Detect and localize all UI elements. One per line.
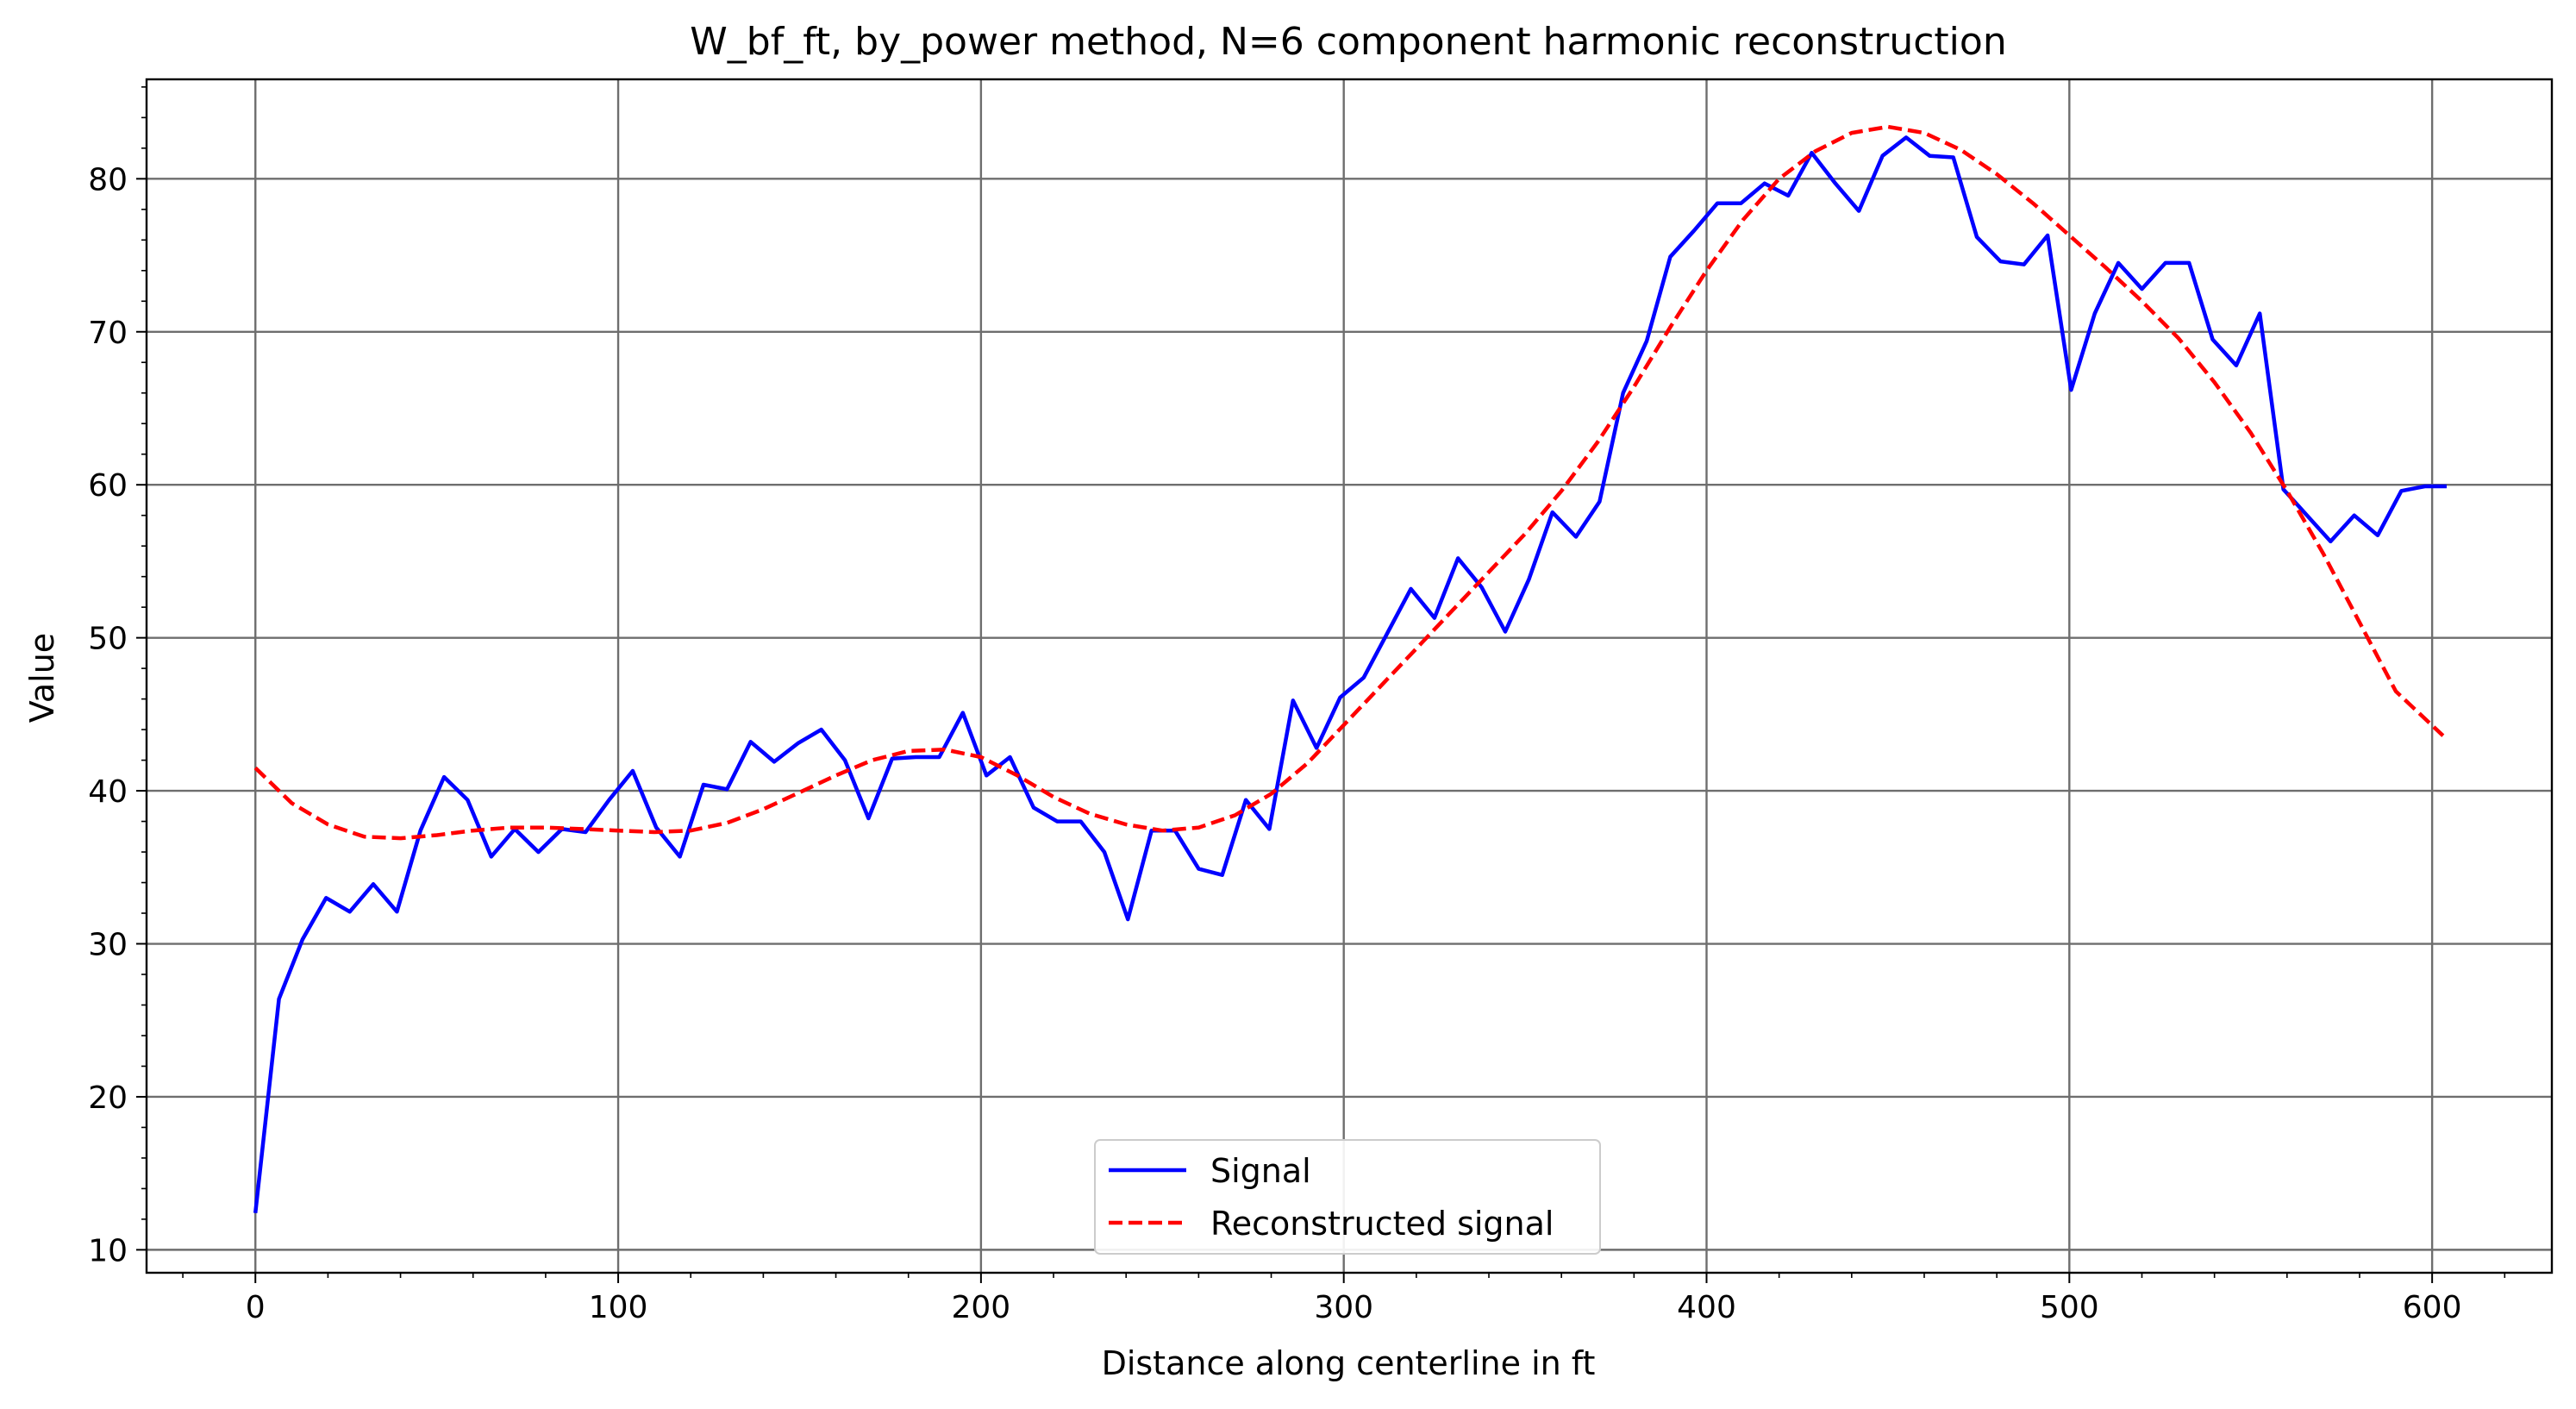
legend-box bbox=[1094, 1139, 1601, 1255]
chart-title: W_bf_ft, by_power method, N=6 component … bbox=[690, 20, 2006, 64]
y-tick-label: 20 bbox=[88, 1080, 128, 1116]
x-axis-label: Distance along centerline in ft bbox=[1102, 1344, 1596, 1382]
y-tick-label: 80 bbox=[88, 162, 128, 197]
y-tick-label: 40 bbox=[88, 774, 128, 810]
series-line-signal bbox=[253, 135, 2447, 1214]
ticks: 0 100 200 300 400 500 600 10 20 30 40 50 60 70 80 bbox=[88, 86, 2506, 1325]
legend-signal-label: Signal bbox=[1210, 1152, 1311, 1190]
y-tick-label: 50 bbox=[88, 622, 128, 657]
x-tick-label: 400 bbox=[1677, 1290, 1736, 1325]
series-line-reconstructed-signal bbox=[253, 124, 2445, 841]
grid bbox=[147, 79, 2552, 1273]
y-tick-label: 30 bbox=[88, 928, 128, 963]
x-tick-label: 300 bbox=[1314, 1290, 1373, 1325]
y-axis-label: Value bbox=[23, 633, 61, 723]
series-group bbox=[253, 124, 2447, 1214]
plot-frame bbox=[145, 78, 2554, 1274]
y-tick-label: 70 bbox=[88, 316, 128, 351]
x-tick-label: 500 bbox=[2040, 1290, 2099, 1325]
legend-reconstructed-label: Reconstructed signal bbox=[1210, 1205, 1554, 1243]
y-tick-label: 60 bbox=[88, 468, 128, 504]
y-tick-label: 10 bbox=[88, 1233, 128, 1268]
legend: Signal Reconstructed signal bbox=[1094, 1139, 1601, 1255]
x-tick-label: 100 bbox=[589, 1290, 648, 1325]
x-tick-label: 600 bbox=[2403, 1290, 2462, 1325]
x-tick-label: 0 bbox=[246, 1290, 266, 1325]
x-tick-label: 200 bbox=[952, 1290, 1011, 1325]
